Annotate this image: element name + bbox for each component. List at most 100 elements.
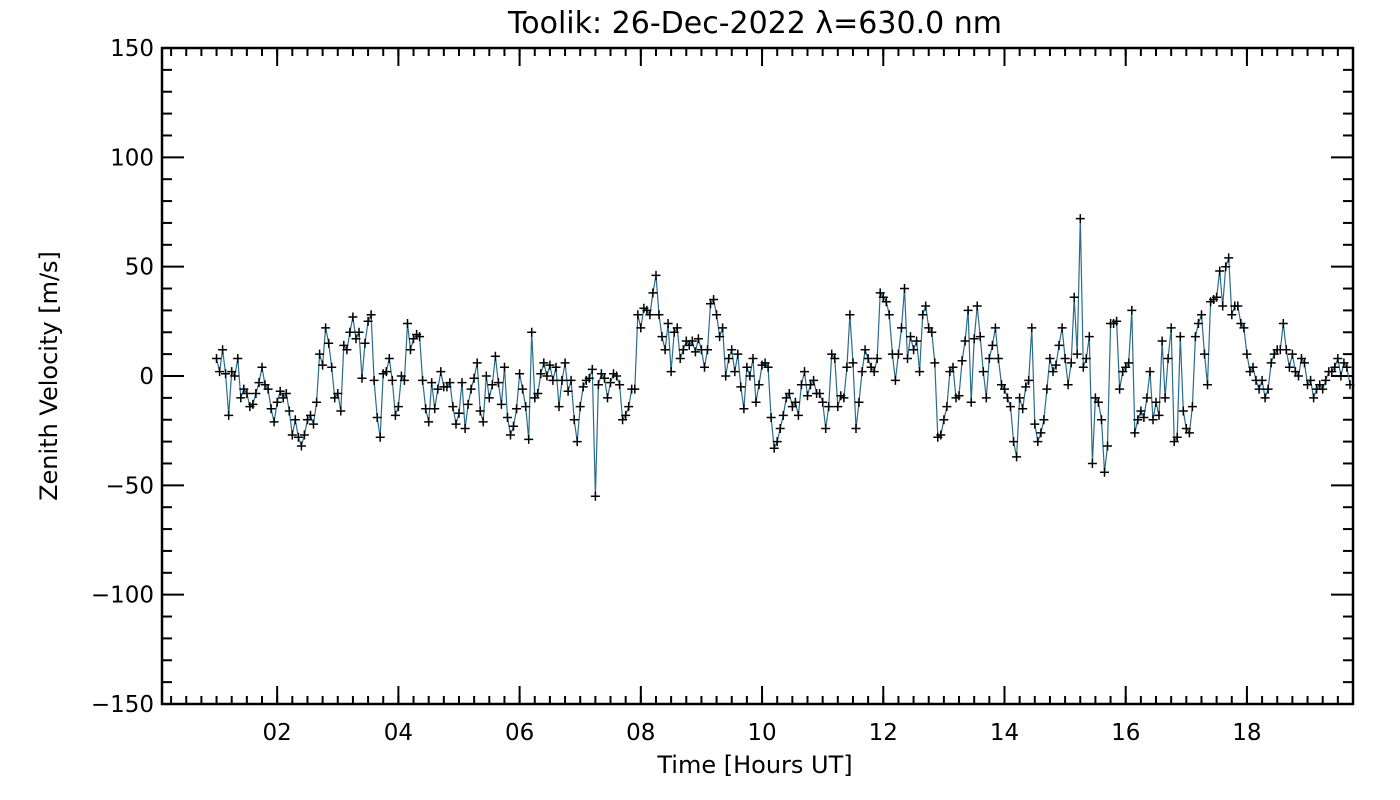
data-point: [1100, 467, 1109, 477]
data-point: [248, 399, 258, 409]
data-point: [251, 389, 261, 398]
data-point: [733, 349, 743, 359]
data-point: [1193, 319, 1203, 328]
data-point: [927, 327, 937, 337]
data-point: [509, 421, 518, 431]
data-point: [1178, 406, 1188, 416]
data-point: [475, 406, 485, 416]
data-point: [457, 378, 467, 388]
data-point: [1084, 332, 1094, 342]
data-point: [366, 310, 376, 320]
data-point: [1027, 323, 1037, 333]
data-point: [648, 288, 658, 298]
data-point: [1157, 336, 1167, 346]
data-point: [533, 389, 543, 398]
data-point: [630, 384, 640, 394]
data-point: [1054, 340, 1064, 350]
data-point: [515, 369, 525, 379]
data-point: [1336, 371, 1346, 381]
data-point: [800, 367, 809, 377]
data-point: [466, 384, 476, 394]
data-point: [557, 375, 567, 385]
data-point: [1342, 362, 1352, 372]
data-point: [809, 375, 819, 385]
data-point: [636, 323, 646, 333]
data-point: [351, 334, 361, 344]
data-point: [790, 397, 800, 407]
data-point: [1139, 413, 1149, 422]
y-tick-label: 100: [110, 145, 154, 171]
data-point: [296, 441, 306, 451]
x-tick-label: 16: [1111, 720, 1140, 746]
data-point: [766, 413, 776, 422]
data-point: [1069, 292, 1079, 302]
data-point: [1260, 393, 1270, 403]
data-point: [1345, 380, 1355, 390]
data-point: [427, 378, 437, 388]
data-point: [984, 354, 994, 363]
data-point: [563, 386, 573, 396]
data-point: [433, 384, 443, 394]
data-point: [390, 410, 400, 420]
data-point: [233, 354, 243, 363]
data-point: [590, 491, 600, 501]
data-point: [1281, 345, 1291, 355]
data-point: [593, 380, 603, 390]
y-tick-label: 150: [110, 36, 154, 62]
x-tick-label: 08: [626, 720, 655, 746]
data-point: [842, 362, 852, 372]
chart-title: Toolik: 26-Dec-2022 λ=630.0 nm: [507, 6, 1002, 41]
data-point: [615, 380, 625, 390]
y-tick-label: 50: [125, 255, 154, 281]
y-axis: −150 −100 −50 0 50 100 150: [91, 36, 1353, 718]
data-point: [536, 369, 546, 379]
data-point: [1163, 354, 1173, 363]
data-point: [869, 367, 879, 377]
data-point: [1145, 367, 1155, 377]
data-point: [318, 360, 328, 370]
data-point: [912, 336, 922, 346]
data-point: [915, 367, 925, 377]
x-tick-label: 10: [747, 720, 776, 746]
data-point: [421, 404, 431, 414]
data-point: [775, 424, 785, 433]
x-tick-label: 02: [263, 720, 292, 746]
data-point: [993, 354, 1003, 363]
data-point: [954, 391, 964, 401]
data-point: [693, 334, 703, 344]
data-point: [1233, 301, 1243, 311]
data-point: [1309, 393, 1319, 403]
data-point: [454, 408, 464, 418]
data-point: [369, 375, 379, 385]
data-point: [478, 417, 488, 427]
data-point: [496, 399, 506, 409]
data-point: [854, 397, 864, 407]
data-point: [1015, 393, 1025, 403]
data-point: [393, 402, 403, 412]
data-point: [1172, 432, 1182, 442]
data-point: [745, 371, 755, 381]
data-point: [321, 323, 331, 333]
data-point: [1184, 428, 1194, 438]
data-point: [821, 424, 831, 433]
data-point: [803, 391, 812, 401]
data-point: [666, 367, 676, 377]
data-point: [1063, 380, 1073, 390]
data-point: [715, 332, 725, 342]
data-point: [500, 362, 509, 372]
data-point: [1057, 323, 1067, 333]
data-point: [299, 430, 309, 440]
data-point: [903, 354, 912, 363]
data-point: [569, 415, 579, 425]
data-point: [503, 413, 512, 422]
x-tick-label: 18: [1232, 720, 1261, 746]
data-point: [399, 375, 409, 385]
data-point: [736, 382, 746, 392]
data-point: [1166, 323, 1176, 333]
data-point: [212, 354, 221, 363]
x-tick-label: 06: [505, 720, 534, 746]
data-point: [918, 310, 928, 320]
data-point: [1224, 253, 1234, 263]
data-point: [539, 358, 549, 368]
data-point: [403, 319, 412, 328]
